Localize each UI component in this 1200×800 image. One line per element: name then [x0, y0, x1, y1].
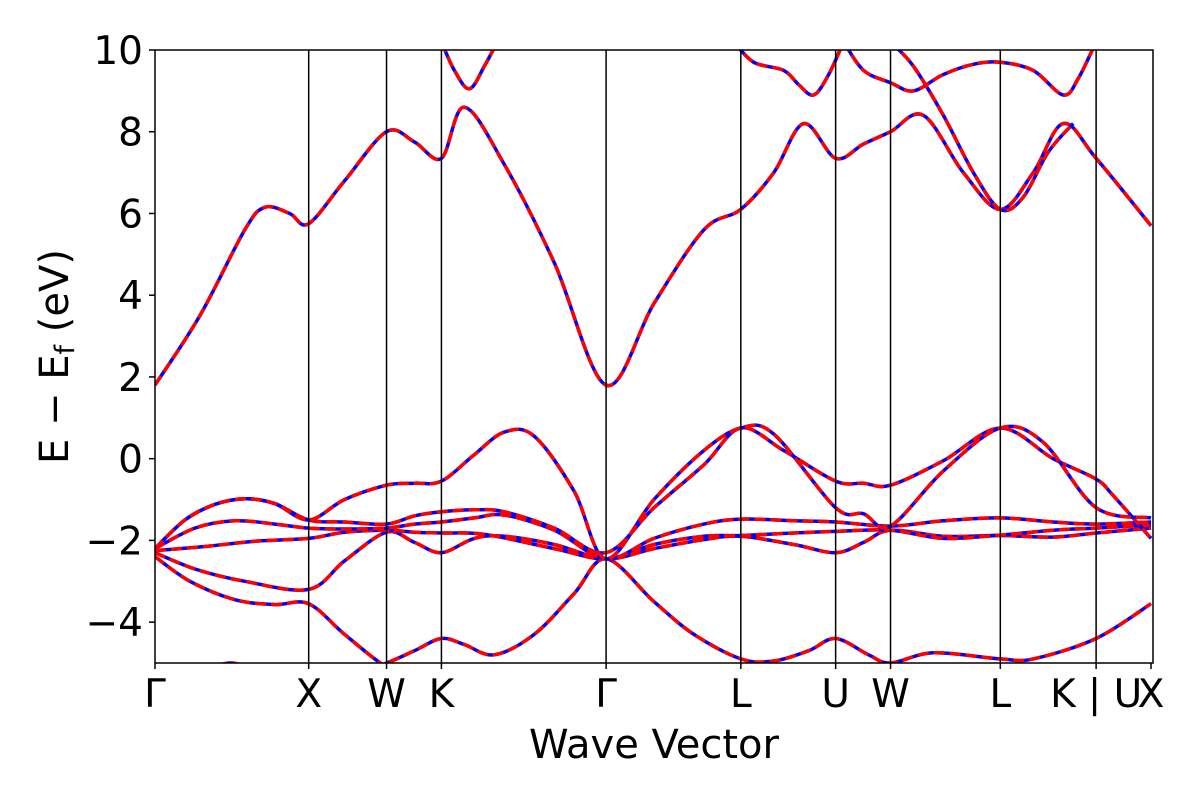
- kpoint-dividers: [307, 50, 1097, 663]
- band-1-solid: [219, 557, 1152, 663]
- band-11-dashed: [846, 50, 1095, 97]
- band-lines: [155, 50, 1153, 663]
- y-tick-label: 0: [118, 438, 143, 483]
- band-4-solid: [155, 523, 1152, 561]
- y-tick-label: −2: [86, 519, 144, 564]
- x-tick-label: W: [871, 672, 910, 717]
- y-tick-label: 2: [118, 356, 143, 401]
- x-tick-label: Γ: [144, 672, 166, 717]
- band-8-dashed: [155, 105, 1153, 388]
- x-tick-label: Γ: [595, 672, 617, 717]
- band-4-dashed: [155, 523, 1152, 561]
- x-tick-label: U: [821, 672, 850, 717]
- x-tick-label: L: [730, 672, 752, 717]
- y-axis-label: E − Ef (eV): [32, 249, 81, 464]
- y-axis-label-unit: (eV): [32, 249, 78, 345]
- band-12-dashed: [896, 50, 1075, 213]
- band-2-dashed: [155, 555, 384, 663]
- band-8-solid: [155, 105, 1153, 388]
- plot-frame: [154, 49, 1154, 664]
- x-tick-label: K | U: [1050, 672, 1142, 717]
- y-tick-label: −4: [86, 601, 144, 646]
- y-axis-ticks: −4 −2 0 2 4 6 8 10: [86, 29, 155, 646]
- y-axis-label-subscript: f: [50, 343, 81, 354]
- x-tick-label: K: [429, 672, 456, 717]
- y-axis-label-main: E − E: [32, 354, 78, 464]
- y-tick-label: 6: [118, 192, 143, 237]
- x-tick-label: X: [1138, 672, 1165, 717]
- y-tick-label: 4: [118, 274, 143, 319]
- x-axis-label: Wave Vector: [529, 722, 780, 768]
- band-2-solid: [155, 555, 384, 663]
- band-3-dashed: [155, 526, 1152, 592]
- band-5-dashed: [155, 512, 1152, 561]
- band-9-dashed: [442, 50, 496, 91]
- band-1-dashed: [219, 557, 1152, 663]
- y-tick-label: 10: [93, 29, 143, 74]
- x-tick-label: L: [989, 672, 1011, 717]
- band-10-dashed: [738, 50, 842, 97]
- band-7-dashed: [155, 423, 1152, 561]
- y-tick-label: 8: [118, 111, 143, 156]
- x-tick-label: W: [367, 672, 406, 717]
- x-tick-label: X: [295, 672, 322, 717]
